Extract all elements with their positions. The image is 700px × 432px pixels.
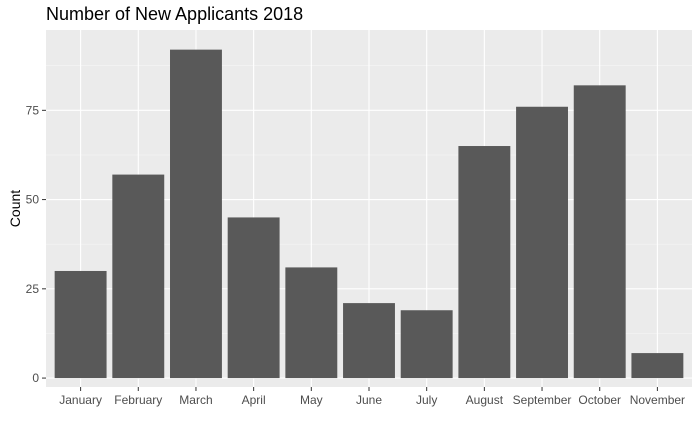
y-tick-label: 25 xyxy=(26,282,40,296)
y-tick-label: 75 xyxy=(26,103,40,117)
y-tick-label: 50 xyxy=(26,193,40,207)
x-tick-label: March xyxy=(179,393,212,407)
x-tick-label: November xyxy=(630,393,685,407)
bar-june xyxy=(343,303,395,379)
y-axis: 0 25 50 75 xyxy=(26,103,46,385)
bar-january xyxy=(54,270,107,379)
bar-september xyxy=(516,106,568,379)
x-tick-label: May xyxy=(300,393,323,407)
x-tick-label: April xyxy=(242,393,266,407)
x-tick-label: June xyxy=(356,393,382,407)
chart-title: Number of New Applicants 2018 xyxy=(46,4,304,24)
bar-november xyxy=(631,353,684,379)
bar-october xyxy=(573,85,626,379)
bar-august xyxy=(458,146,511,379)
bar-july xyxy=(400,310,453,379)
bar-march xyxy=(170,49,222,379)
bars xyxy=(54,49,684,379)
x-tick-label: September xyxy=(513,393,572,407)
x-axis: January February March April May June July Augu… xyxy=(59,387,685,407)
y-tick-label: 0 xyxy=(32,371,39,385)
y-axis-title: Count xyxy=(7,190,23,227)
bar-february xyxy=(112,174,165,379)
x-tick-label: February xyxy=(114,393,162,407)
x-tick-label: August xyxy=(466,393,504,407)
bar-may xyxy=(285,267,338,379)
x-tick-label: July xyxy=(416,393,437,407)
bar-april xyxy=(227,217,280,379)
x-tick-label: October xyxy=(578,393,621,407)
x-tick-label: January xyxy=(59,393,102,407)
